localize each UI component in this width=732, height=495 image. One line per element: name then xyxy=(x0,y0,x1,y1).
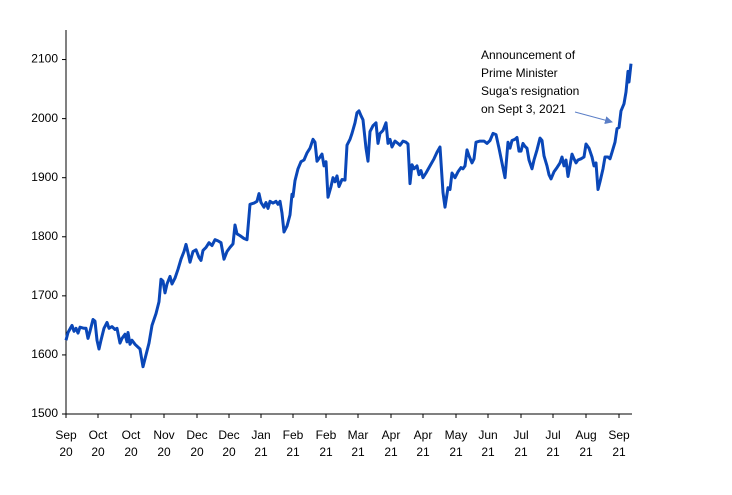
x-tick-label: Jun 21 xyxy=(478,428,497,459)
annotation-arrow xyxy=(574,111,613,125)
x-tick-label: Jan 21 xyxy=(251,428,270,459)
annotation: Announcement of xyxy=(481,48,576,62)
x-tick-label: Dec 20 xyxy=(186,428,207,459)
x-tick-label: Feb 21 xyxy=(283,428,304,459)
data-line xyxy=(64,63,633,369)
y-tick-label: 2100 xyxy=(31,52,58,66)
x-tick-label: Apr 21 xyxy=(382,428,401,459)
x-tick-label: Jul 21 xyxy=(513,428,528,459)
x-tick-label: Oct 20 xyxy=(89,428,108,459)
x-tick-label: Feb 21 xyxy=(316,428,337,459)
x-tick-label: Nov 20 xyxy=(153,428,174,459)
y-tick-label: 1600 xyxy=(31,347,58,361)
annotation: Suga's resignation xyxy=(481,84,579,98)
x-tick-label: Apr 21 xyxy=(414,428,433,459)
y-tick-label: 2000 xyxy=(31,111,58,125)
x-tick-label: Aug 21 xyxy=(575,428,596,459)
y-tick-label: 1500 xyxy=(31,406,58,420)
annotation: Prime Minister xyxy=(481,66,558,80)
x-tick-label: Sep 20 xyxy=(55,428,77,459)
y-tick-label: 1700 xyxy=(31,288,58,302)
x-tick-label: Oct 20 xyxy=(122,428,141,459)
y-tick-label: 1900 xyxy=(31,170,58,184)
x-tick-label: Sep 21 xyxy=(608,428,630,459)
x-tick-label: Dec 20 xyxy=(218,428,239,459)
y-tick-label: 1800 xyxy=(31,229,58,243)
x-tick-label: May 21 xyxy=(445,428,468,459)
x-tick-label: Mar 21 xyxy=(348,428,369,459)
annotation: on Sept 3, 2021 xyxy=(481,102,566,116)
x-tick-label: Jul 21 xyxy=(545,428,560,459)
